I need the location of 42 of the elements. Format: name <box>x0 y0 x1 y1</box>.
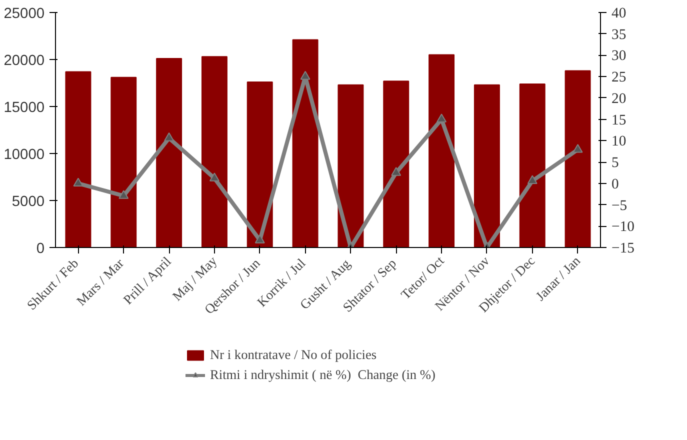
y2-tick-label: −5 <box>612 198 628 214</box>
y2-tick-label: 10 <box>612 134 626 150</box>
point <box>254 234 265 244</box>
y2-tick-label: 25 <box>612 70 626 86</box>
bar <box>65 71 92 248</box>
y-tick-label: 0 <box>36 241 45 257</box>
y2-tick-label: −15 <box>612 240 634 256</box>
legend-label: Ritmi i ndryshimit ( në %) Change (in %) <box>210 367 436 383</box>
bar <box>428 54 455 248</box>
y2-tick-label: 35 <box>612 26 626 43</box>
bar <box>201 56 228 248</box>
point <box>118 190 129 199</box>
point <box>527 175 538 184</box>
y-tick-label: 20000 <box>4 53 45 69</box>
point <box>300 70 310 80</box>
point <box>391 167 402 176</box>
bar <box>519 83 546 248</box>
bar <box>292 39 318 248</box>
y2-tick-label: 20 <box>612 90 626 107</box>
bar <box>474 84 500 248</box>
legend-label: Nr i kontratave / No of policies <box>210 347 377 363</box>
bar <box>338 84 364 248</box>
point <box>209 172 220 182</box>
bar <box>564 70 591 248</box>
bar <box>110 76 137 248</box>
y2-tick-label: 40 <box>612 6 626 22</box>
point <box>436 114 447 122</box>
point <box>73 178 84 187</box>
y2-tick-label: −10 <box>612 219 634 236</box>
y2-tick-label: 15 <box>612 112 626 128</box>
bar <box>383 80 410 248</box>
point <box>164 132 174 142</box>
y-tick-label: 5000 <box>12 194 45 210</box>
point <box>572 144 583 153</box>
y-tick-label: 25000 <box>4 6 45 22</box>
y2-tick-label: 5 <box>612 155 619 172</box>
bar <box>246 82 273 248</box>
y2-tick-label: 30 <box>612 48 626 64</box>
y-tick-label: 10000 <box>4 147 45 163</box>
y-tick-label: 15000 <box>4 100 45 116</box>
bar <box>156 58 182 248</box>
y2-tick-label: 0 <box>612 176 619 192</box>
